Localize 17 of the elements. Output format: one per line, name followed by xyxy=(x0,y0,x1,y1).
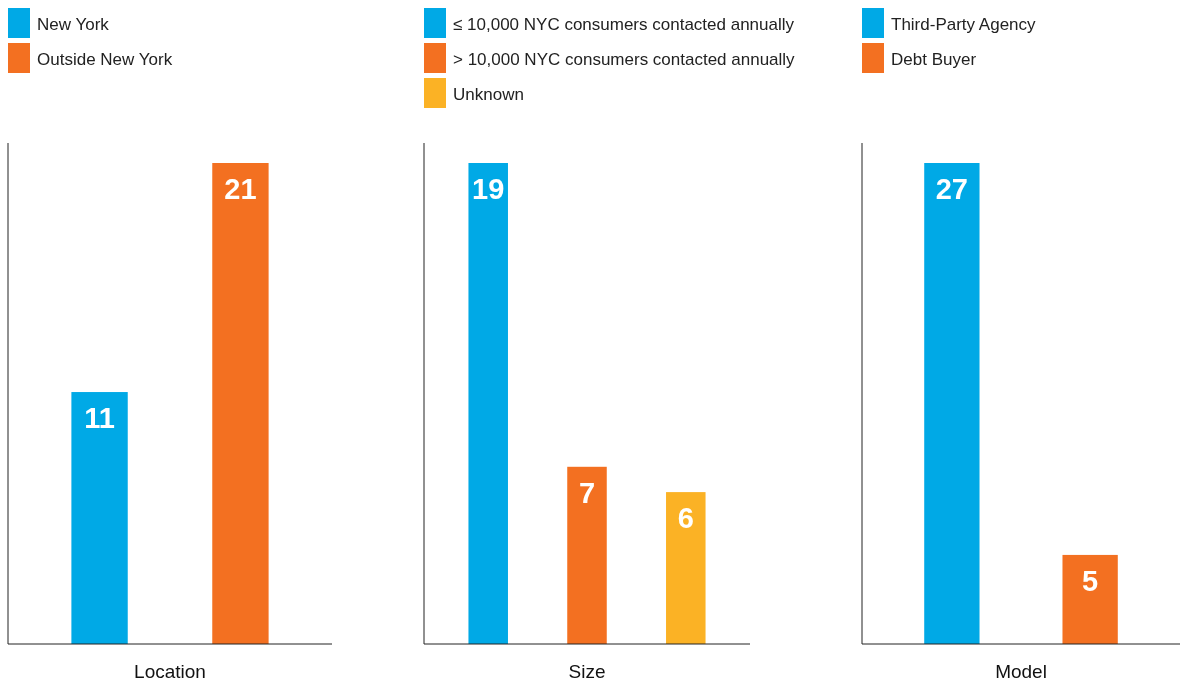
legend-label: Debt Buyer xyxy=(891,50,977,69)
data-label: 11 xyxy=(84,402,115,435)
x-axis-title: Model xyxy=(995,661,1047,681)
data-label: 5 xyxy=(1082,564,1099,597)
data-label: 21 xyxy=(224,173,257,205)
legend-label: ≤ 10,000 NYC consumers contacted annually xyxy=(453,15,795,34)
data-label: 27 xyxy=(935,173,968,205)
data-label: 7 xyxy=(578,476,596,509)
data-label: 19 xyxy=(472,173,505,205)
legend-label: New York xyxy=(37,15,110,34)
x-axis-title: Location xyxy=(134,661,206,681)
x-axis-title: Size xyxy=(568,661,606,681)
data-label: 6 xyxy=(677,502,694,535)
legend-label: Unknown xyxy=(453,85,524,104)
legend-label: Outside New York xyxy=(37,50,173,69)
legend-label: Third-Party Agency xyxy=(891,15,1037,34)
legend-label: > 10,000 NYC consumers contacted annually xyxy=(453,50,796,69)
